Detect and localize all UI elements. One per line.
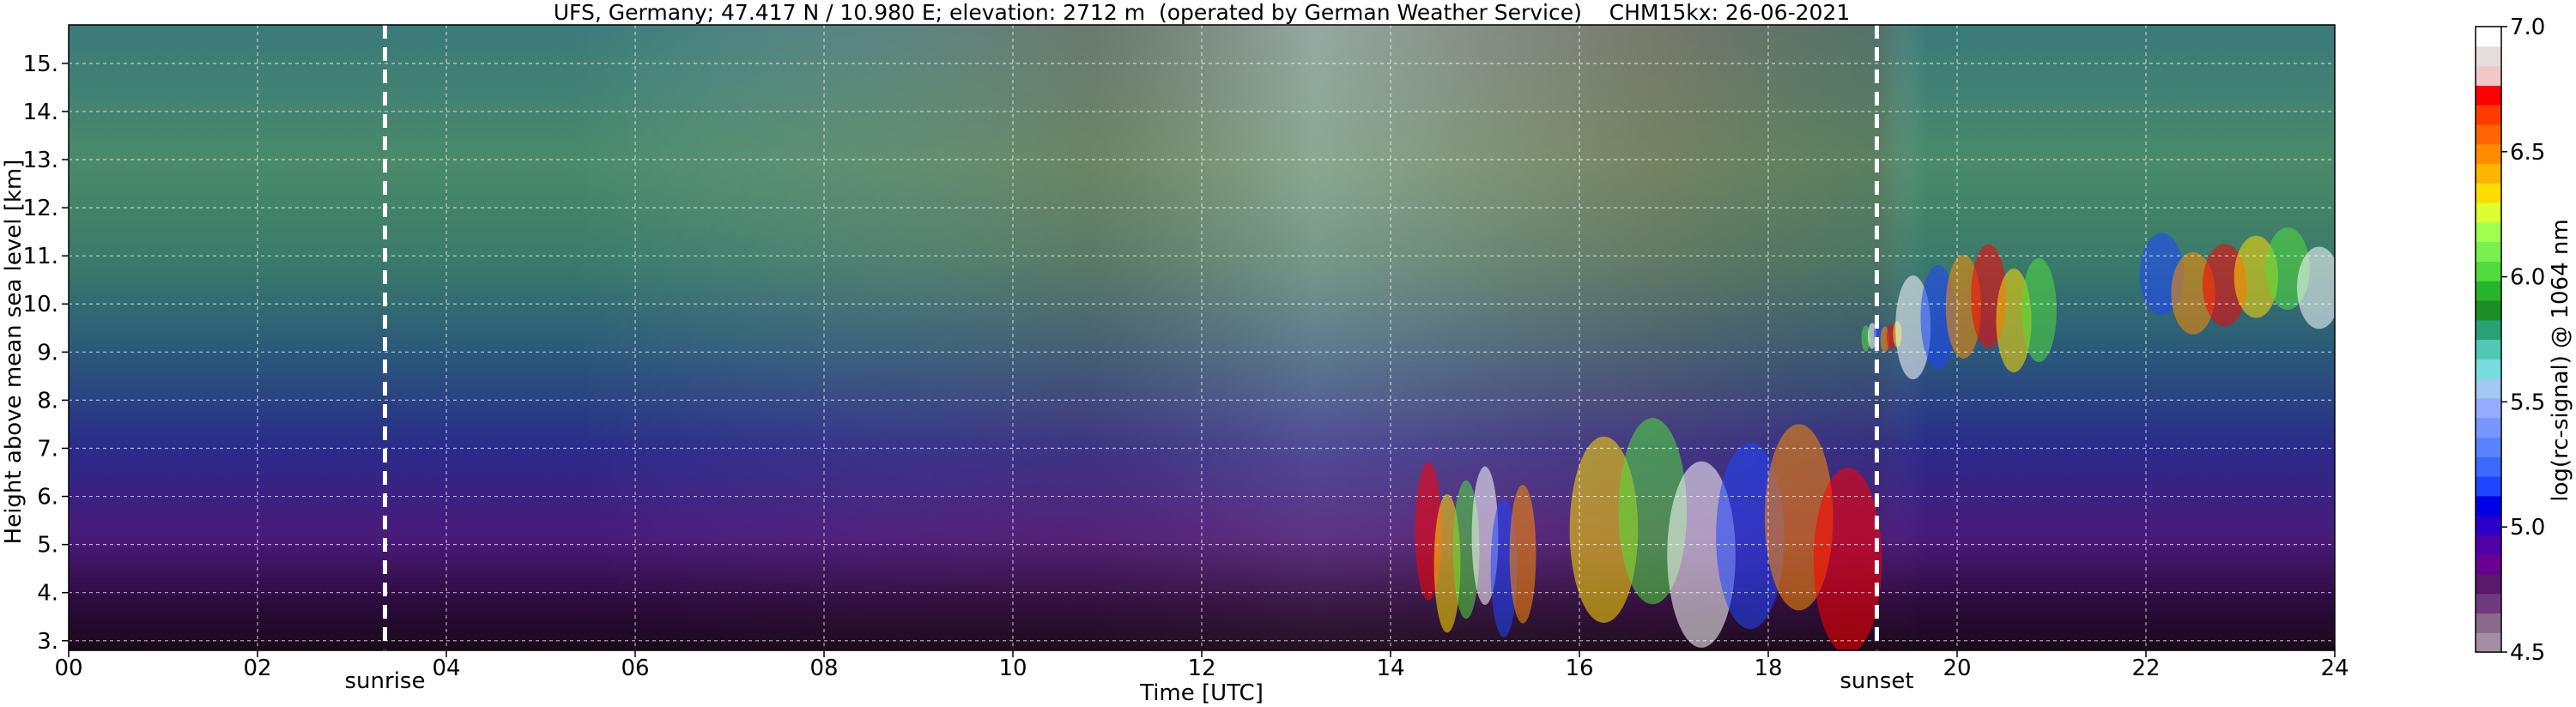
- y-tick-label: 4.: [37, 581, 58, 607]
- colorbar-segment: [2476, 221, 2501, 243]
- plot-area: [68, 24, 2336, 651]
- colorbar-segment: [2476, 593, 2501, 614]
- cloud-feature: [2139, 227, 2335, 335]
- colorbar-segment: [2476, 359, 2501, 379]
- x-tick-label: 02: [243, 656, 271, 681]
- grid-lines: [69, 25, 2335, 650]
- colorbar-segment: [2476, 397, 2501, 419]
- colorbar-tick-label: 6.0: [2510, 265, 2545, 291]
- colorbar-segment: [2476, 475, 2501, 497]
- colorbar-tick-label: 5.0: [2510, 515, 2545, 541]
- colorbar-segment: [2476, 573, 2501, 595]
- colorbar-tick-label: 6.5: [2510, 140, 2545, 166]
- x-tick-label: 00: [54, 656, 82, 681]
- colorbar-segment: [2476, 613, 2501, 633]
- colorbar-segment: [2476, 515, 2501, 535]
- colorbar-segment: [2476, 281, 2501, 301]
- y-tick-label: 5.: [37, 533, 58, 559]
- cloud-blob: [2021, 257, 2057, 362]
- cloud-blob: [2297, 246, 2335, 329]
- y-tick-label: 12.: [23, 196, 58, 221]
- colorbar-segment: [2476, 339, 2501, 360]
- colorbar-segment: [2476, 202, 2501, 223]
- colorbar-frame: [2475, 26, 2502, 653]
- y-tick-label: 3.: [37, 629, 58, 655]
- cloud-blob: [1813, 468, 1882, 650]
- x-tick-label: 10: [998, 656, 1027, 681]
- x-axis: sunrise sunset 00 02 04 06 08 10 12 14 16 18 20 22 24: [54, 650, 2349, 694]
- x-tick-label: 20: [1943, 656, 1971, 681]
- y-tick-label: 6.: [37, 485, 58, 511]
- y-axis: 3. 4. 5. 6. 7. 8. 9. 10. 11. 12. 13. 14. 15.: [23, 51, 69, 655]
- y-tick-label: 15.: [23, 51, 58, 77]
- chart-title: UFS, Germany; 47.417 N / 10.980 E; eleva…: [554, 0, 1850, 25]
- y-tick-label: 14.: [23, 100, 58, 125]
- colorbar-tick-label: 5.5: [2510, 390, 2545, 415]
- colorbar-segment: [2476, 143, 2501, 165]
- colorbar-segment: [2476, 456, 2501, 477]
- x-tick-label: 08: [809, 656, 838, 681]
- colorbar-segment: [2476, 241, 2501, 262]
- sunset-label: sunset: [1840, 668, 1913, 694]
- x-tick-label: 24: [2320, 656, 2349, 681]
- sun-markers: [383, 25, 1879, 650]
- colorbar-segment: [2476, 85, 2501, 106]
- y-tick-label: 8.: [37, 388, 58, 414]
- colorbar-segment: [2476, 437, 2501, 457]
- x-tick-label: 22: [2131, 656, 2160, 681]
- y-tick-label: 9.: [37, 340, 58, 366]
- colorbar-segment: [2476, 261, 2501, 281]
- colorbar-segment: [2476, 319, 2501, 341]
- colorbar-segment: [2476, 105, 2501, 125]
- y-tick-label: 11.: [23, 244, 58, 269]
- x-tick-label: 04: [432, 656, 460, 681]
- colorbar-segment: [2476, 163, 2501, 184]
- colorbar-segment: [2476, 535, 2501, 555]
- cloud-features: [1415, 227, 2335, 650]
- colorbar-segment: [2476, 495, 2501, 517]
- colorbar-segment: [2476, 65, 2501, 86]
- y-tick-label: 10.: [23, 292, 58, 317]
- colorbar-segment: [2476, 632, 2501, 653]
- y-tick-label: 7.: [37, 436, 58, 462]
- colorbar-label: log(rc-signal) @ 1064 nm: [2548, 219, 2573, 501]
- x-axis-label: Time [UTC]: [1139, 680, 1264, 706]
- sunrise-label: sunrise: [345, 668, 426, 694]
- colorbar-segment: [2476, 378, 2501, 399]
- y-axis-label: Height above mean sea level [km]: [1, 160, 27, 545]
- x-tick-label: 14: [1376, 656, 1404, 681]
- x-tick-label: 06: [621, 656, 649, 681]
- cloud-blob: [1509, 485, 1537, 624]
- cloud-feature: [1415, 462, 1537, 638]
- x-tick-label: 16: [1565, 656, 1593, 681]
- colorbar-segment: [2476, 124, 2501, 145]
- colorbar-tick-label: 7.0: [2510, 15, 2545, 40]
- colorbar-segment: [2476, 183, 2501, 203]
- colorbar-segment: [2476, 417, 2501, 438]
- colorbar: 7.0 6.5 6.0 5.5 5.0 4.5: [2475, 15, 2545, 666]
- x-tick-label: 18: [1754, 656, 1782, 681]
- colorbar-tick-label: 4.5: [2510, 640, 2545, 666]
- colorbar-segment: [2476, 45, 2501, 67]
- colorbar-segment: [2476, 299, 2501, 321]
- x-tick-label: 12: [1187, 656, 1215, 681]
- y-tick-label: 13.: [23, 148, 58, 173]
- colorbar-segment: [2476, 27, 2501, 47]
- colorbar-segment: [2476, 554, 2501, 575]
- cloud-feature: [1895, 244, 2057, 380]
- cloud-feature: [1569, 418, 1882, 650]
